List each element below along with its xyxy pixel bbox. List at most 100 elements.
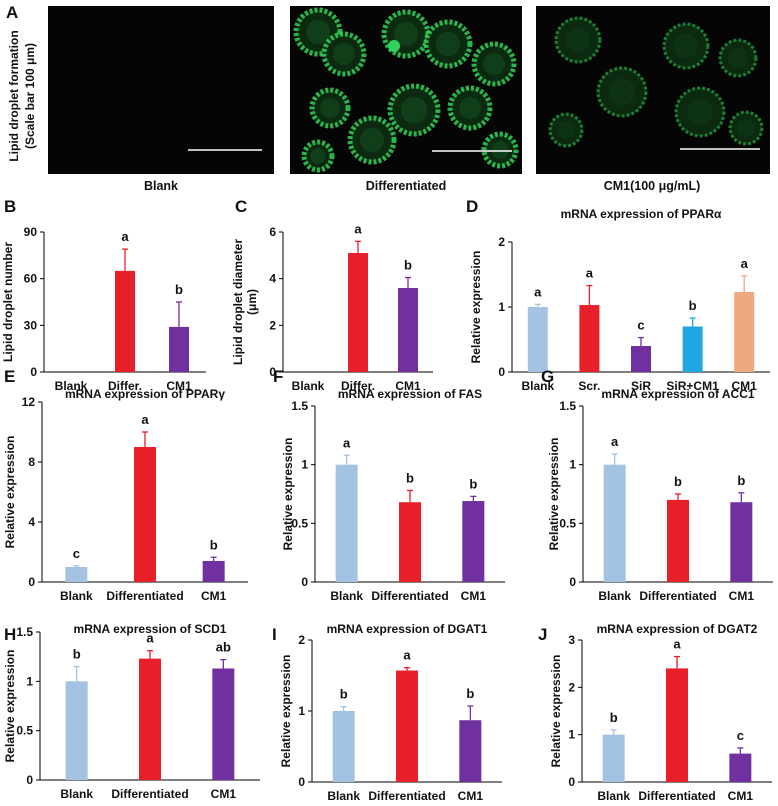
bar: [682, 326, 703, 372]
y-axis-label-unit: (μm): [245, 289, 259, 315]
y-tick-label: 0.5: [559, 516, 576, 530]
significance-letter: a: [354, 221, 362, 236]
chart-title: mRNA expression of DGAT2: [597, 622, 758, 636]
significance-letter: b: [674, 474, 682, 489]
x-tick-label: Blank: [598, 589, 631, 603]
y-tick-label: 3: [568, 633, 575, 647]
chart-title: mRNA expression of PPARα: [561, 207, 722, 221]
panel-letter-a: A: [6, 3, 18, 22]
y-tick-label: 6: [269, 225, 276, 239]
bar: [134, 447, 156, 582]
bar: [396, 670, 418, 782]
significance-letter: a: [673, 637, 681, 652]
bar: [202, 561, 225, 582]
bar: [527, 307, 548, 372]
y-tick-label: 30: [24, 318, 38, 332]
fluorescent-cell: [718, 38, 758, 78]
significance-letter: c: [73, 546, 80, 561]
x-tick-label: Differentiated: [639, 589, 716, 603]
bar: [602, 734, 625, 782]
significance-letter: b: [737, 473, 745, 488]
x-tick-label: Blank: [60, 787, 93, 801]
panel-letter: I: [272, 625, 277, 644]
y-tick-label: 0: [298, 775, 305, 789]
y-tick-label: 0: [30, 365, 37, 379]
significance-letter: ab: [216, 640, 231, 655]
significance-letter: b: [469, 476, 477, 491]
significance-letter: b: [175, 282, 183, 297]
significance-letter: b: [340, 687, 348, 702]
panel-letter: J: [538, 625, 547, 644]
panel-a-ylabel-line2: (Scale bar 100 μm): [23, 43, 37, 149]
x-tick-label: Scr.: [578, 379, 600, 393]
panel-letter: C: [235, 197, 247, 216]
fluorescent-cell: [309, 87, 351, 129]
y-tick-label: 2: [269, 318, 276, 332]
y-tick-label: 4: [28, 515, 35, 529]
y-tick-label: 0: [26, 773, 33, 787]
significance-letter: b: [210, 537, 218, 552]
chart-title: mRNA expression of FAS: [338, 387, 482, 401]
panel-letter: B: [4, 197, 16, 216]
significance-letter: b: [73, 647, 81, 662]
x-tick-label: CM1: [395, 379, 421, 393]
bar: [212, 668, 235, 780]
micrograph-cm1: [536, 6, 770, 174]
fluorescent-cell: [548, 112, 584, 148]
bar: [459, 720, 482, 782]
y-axis-label: Lipid droplet number: [1, 242, 15, 362]
y-tick-label: 0: [569, 575, 576, 589]
micrograph-differentiated: [290, 6, 522, 174]
significance-letter: b: [406, 470, 414, 485]
y-tick-label: 1.5: [291, 399, 308, 413]
panel-letter: G: [541, 367, 554, 386]
y-axis-label: Relative expression: [469, 251, 483, 364]
y-tick-label: 0: [568, 775, 575, 789]
fluorescent-cell: [423, 19, 473, 69]
fluorescent-cell: [387, 83, 441, 137]
x-tick-label: Blank: [330, 589, 363, 603]
panel-a: A Lipid droplet formation (Scale bar 100…: [6, 3, 770, 193]
x-tick-label: Differ.: [108, 379, 142, 393]
fluorescent-cells: [548, 16, 764, 148]
chart-panel-c: C 0 2 4 6 Lipid droplet diameter (μm) Blank a Dif…: [231, 197, 433, 393]
x-tick-label: Differentiated: [111, 787, 188, 801]
y-tick-label: 2: [298, 633, 305, 647]
bar: [730, 502, 753, 582]
fluorescent-cells: [293, 7, 519, 173]
y-tick-label: 1.5: [559, 399, 576, 413]
y-tick-label: 2: [568, 680, 575, 694]
significance-letter: b: [689, 298, 697, 313]
y-axis-label: Relative expression: [549, 655, 563, 768]
significance-letter: a: [611, 434, 619, 449]
significance-letter: b: [610, 710, 618, 725]
bar: [398, 288, 418, 372]
chart-title: mRNA expression of SCD1: [74, 622, 227, 636]
bar: [462, 501, 485, 582]
panel-a-ylabel-line1: Lipid droplet formation: [7, 30, 21, 161]
bar: [139, 658, 161, 780]
fluorescent-cell: [728, 110, 764, 146]
fluorescent-cell: [554, 16, 602, 64]
y-tick-label: 0: [28, 575, 35, 589]
significance-letter: c: [737, 728, 744, 743]
significance-letter: a: [146, 631, 154, 646]
significance-letter: b: [404, 258, 412, 273]
fluorescent-cell: [447, 85, 493, 131]
y-tick-label: 4: [269, 272, 276, 286]
x-tick-label: CM1: [732, 379, 758, 393]
bar: [399, 502, 421, 582]
bar: [579, 305, 600, 372]
x-tick-label: CM1: [166, 379, 192, 393]
x-tick-label: CM1: [458, 789, 484, 803]
bar: [603, 464, 626, 582]
y-tick-label: 1: [498, 300, 505, 314]
y-tick-label: 8: [28, 455, 35, 469]
